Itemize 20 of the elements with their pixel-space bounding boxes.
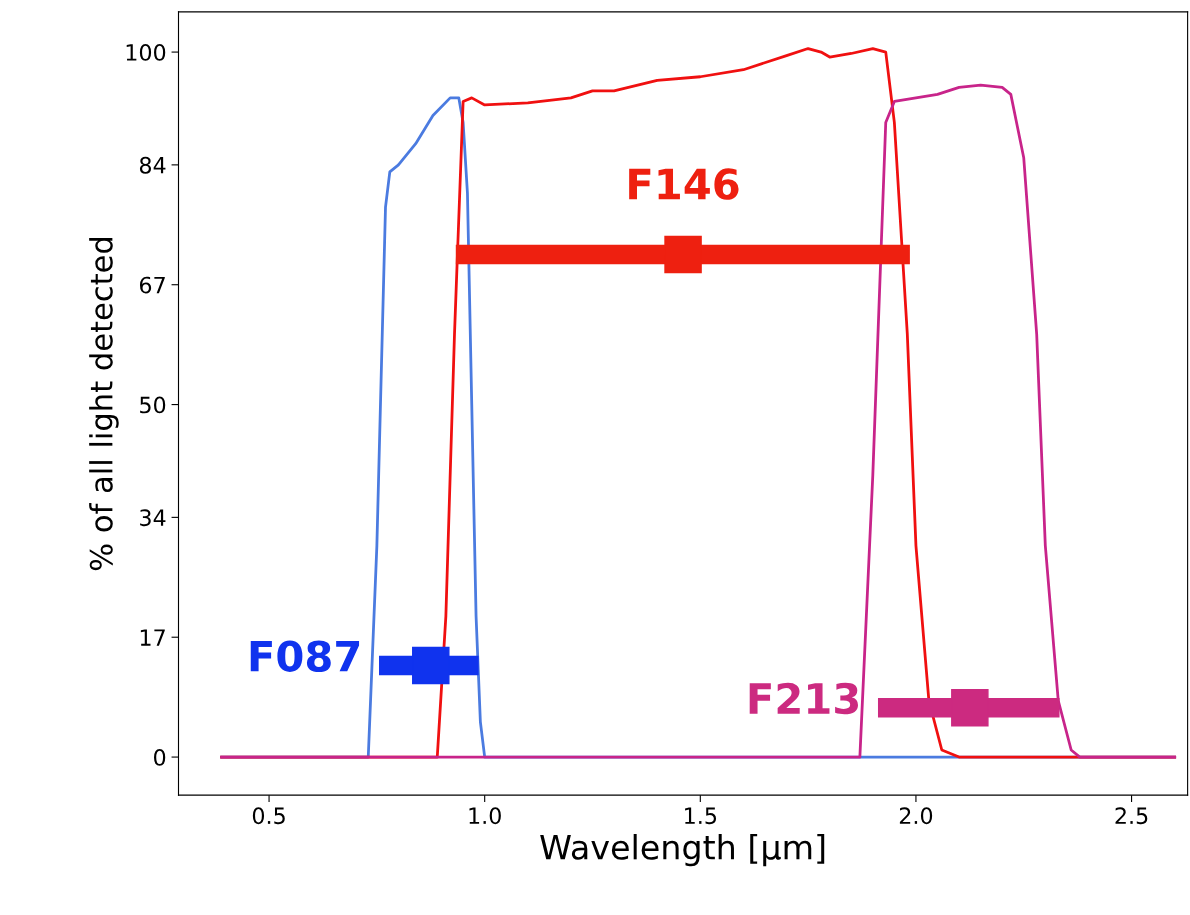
y-tick-label: 67 [139,276,165,294]
y-tick-label: 84 [139,156,166,174]
point [664,235,702,274]
y-tick-label: 0 [154,749,166,766]
y-tick-label: 50 [140,396,166,414]
x-axis-title: Wavelength [μm] [540,834,825,867]
x-tick-label: 2.5 [1115,807,1148,825]
series-label: F146 [629,168,739,200]
x-tick-label: 1.5 [685,807,717,825]
series-label: F087 [250,640,360,672]
y-tick-label: 100 [126,44,166,61]
point [951,688,989,727]
x-tick-label: 2.0 [899,807,933,825]
y-axis-title: % of all light detected [89,237,119,571]
x-tick-label: 1.0 [469,807,501,825]
y-tick-label: 34 [140,509,166,527]
text: F213 [749,682,858,715]
y-tick-label: 17 [140,629,165,646]
point [412,646,450,685]
x-tick-label: 0.5 [252,807,285,825]
